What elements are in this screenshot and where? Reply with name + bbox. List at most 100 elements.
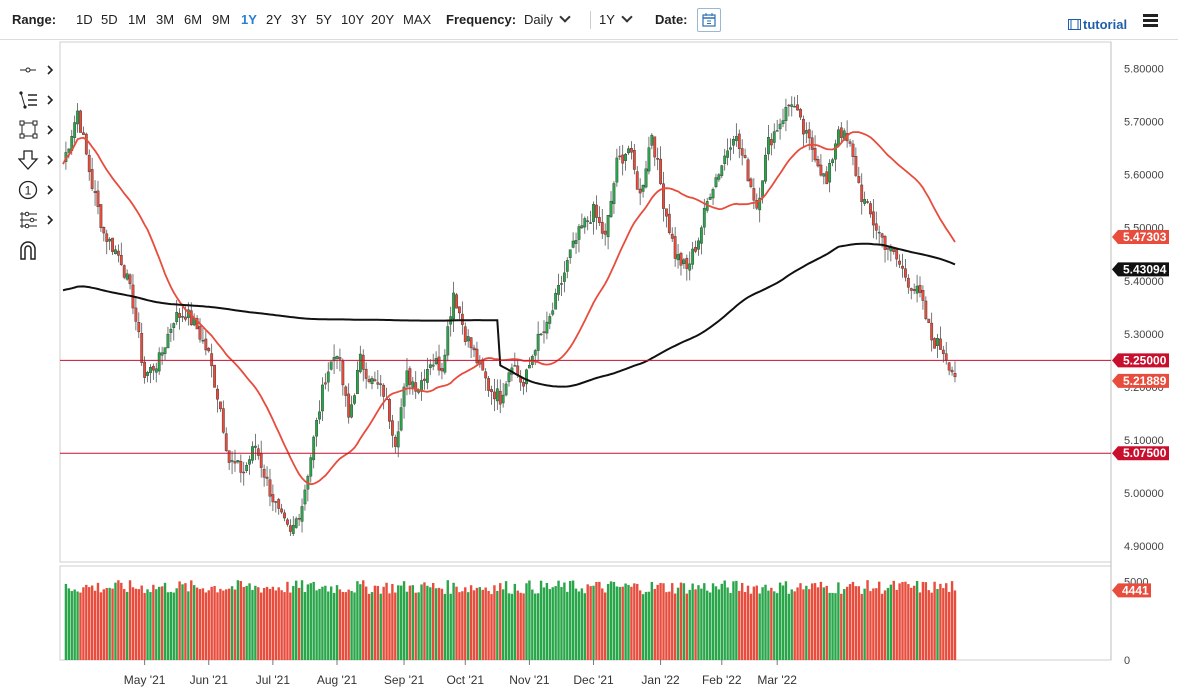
volume-bar — [531, 589, 534, 660]
volume-bar — [633, 583, 636, 660]
range-3y[interactable]: 3Y — [291, 12, 307, 27]
volume-bar — [356, 581, 359, 660]
candle-up — [834, 143, 837, 160]
magnet-tool[interactable] — [18, 238, 58, 262]
candle-up — [831, 159, 834, 163]
trendline-list-tool[interactable] — [18, 88, 58, 112]
candle-down — [227, 450, 231, 463]
candle-down — [99, 204, 103, 229]
candle-up — [767, 137, 770, 155]
candle-up — [548, 316, 552, 324]
divider — [590, 11, 591, 29]
candle-down — [670, 233, 674, 239]
range-10y[interactable]: 10Y — [341, 12, 365, 27]
candle-down — [825, 171, 829, 185]
volume-bar — [673, 593, 677, 660]
arrow-down-tool[interactable] — [17, 148, 58, 172]
x-tick-label: Dec '21 — [573, 673, 614, 687]
volume-bar — [685, 593, 689, 660]
candle-up — [877, 231, 881, 234]
volume-bar — [76, 591, 79, 660]
candle-up — [571, 240, 575, 248]
range-5d[interactable]: 5D — [101, 12, 118, 27]
candle-down — [737, 133, 741, 150]
volume-bar — [880, 593, 884, 660]
candle-down — [195, 318, 199, 330]
crosshair-tool[interactable] — [18, 58, 58, 82]
fibonacci-tool[interactable] — [18, 208, 58, 232]
x-tick-label: Jul '21 — [256, 673, 291, 687]
range-1y[interactable]: 1Y — [241, 12, 257, 27]
candle-down — [632, 149, 636, 170]
volume-bar — [198, 589, 202, 660]
moving-average-fast-line — [62, 131, 956, 486]
volume-bar — [775, 593, 779, 660]
candle-up — [720, 165, 724, 176]
frequency-select[interactable]: Daily — [524, 11, 571, 28]
range-1m[interactable]: 1M — [128, 12, 147, 27]
rectangle-icon — [19, 120, 54, 139]
tutorial-link[interactable]: tutorial — [1068, 17, 1127, 32]
volume-bar — [411, 585, 414, 660]
range-5y[interactable]: 5Y — [316, 12, 332, 27]
volume-bar — [370, 592, 374, 660]
ma-fast-tag — [1112, 230, 1169, 245]
volume-bar — [117, 580, 120, 660]
range-3m[interactable]: 3M — [156, 12, 175, 27]
x-tick-label: May '21 — [124, 673, 166, 687]
number-one-tool[interactable]: 1 — [18, 178, 58, 202]
candle-up — [353, 395, 356, 404]
volume-bar — [350, 590, 353, 660]
candle-up — [793, 106, 797, 108]
rectangle-tool[interactable] — [18, 118, 58, 142]
range-max[interactable]: MAX — [403, 12, 432, 27]
candle-down — [901, 265, 904, 269]
volume-bar — [889, 584, 893, 660]
volume-bar — [653, 588, 656, 660]
range-1d[interactable]: 1D — [76, 12, 93, 27]
volume-bar — [822, 587, 826, 660]
period-select[interactable]: 1Y — [599, 11, 633, 28]
volume-bar — [732, 581, 735, 660]
candle-up — [321, 384, 324, 412]
volume-bar — [557, 580, 560, 660]
volume-bar — [233, 589, 237, 660]
volume-bar — [898, 583, 901, 660]
date-label: Date: — [655, 12, 688, 27]
candle-up — [589, 222, 593, 224]
volume-bar — [536, 593, 540, 660]
hamburger-menu-icon[interactable] — [1143, 14, 1158, 27]
volume-bar — [114, 582, 117, 660]
candle-down — [390, 420, 394, 436]
range-9m[interactable]: 9M — [212, 12, 231, 27]
date-picker-button[interactable] — [697, 8, 721, 32]
range-6m[interactable]: 6M — [184, 12, 203, 27]
volume-bar — [437, 587, 441, 660]
candle-down — [869, 203, 872, 215]
candle-up — [574, 240, 578, 244]
volume-bar — [947, 591, 951, 660]
volume-bar — [306, 584, 310, 660]
last-price-tag — [1112, 373, 1169, 388]
candle-down — [111, 237, 114, 252]
candle-down — [799, 109, 802, 118]
volume-bar — [96, 582, 100, 660]
candle-up — [723, 155, 727, 164]
volume-bar — [697, 585, 700, 660]
range-2y[interactable]: 2Y — [266, 12, 282, 27]
candle-down — [635, 171, 639, 190]
volume-bar — [458, 592, 461, 660]
volume-bar — [895, 589, 898, 660]
volume-bar — [484, 587, 487, 660]
candle-down — [630, 148, 633, 153]
volume-bar — [528, 580, 531, 660]
candle-up — [428, 364, 432, 368]
candle-up — [828, 163, 832, 183]
volume-bar — [216, 592, 219, 660]
volume-bar — [834, 593, 837, 660]
candle-down — [752, 188, 756, 201]
volume-bar — [207, 590, 210, 660]
candle-down — [665, 208, 668, 217]
range-20y[interactable]: 20Y — [371, 12, 395, 27]
